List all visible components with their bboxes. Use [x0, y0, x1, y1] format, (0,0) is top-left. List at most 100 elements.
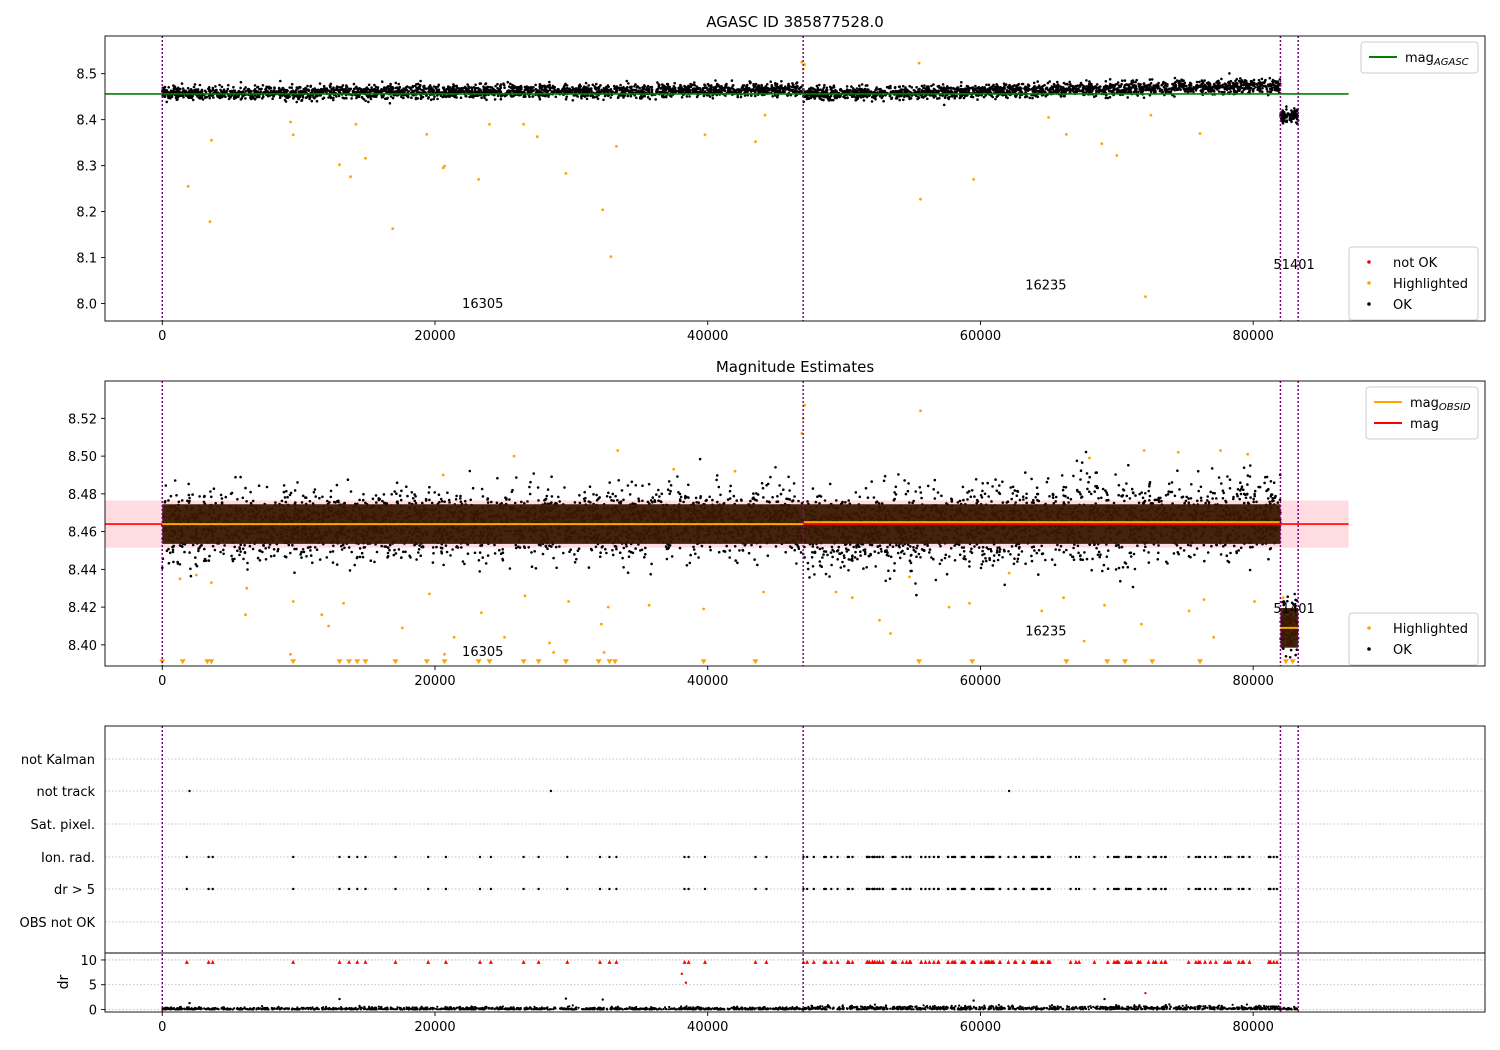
- ok-point: [192, 85, 196, 89]
- ok-point: [564, 97, 568, 101]
- ok-point: [253, 84, 257, 87]
- ok-point: [245, 500, 248, 503]
- ok-point: [256, 85, 260, 89]
- ok-point: [537, 499, 540, 502]
- ok-point: [1148, 88, 1151, 92]
- ok-point: [509, 82, 512, 86]
- ok-point: [312, 96, 315, 99]
- ok-point: [1254, 86, 1257, 89]
- ok-point: [952, 87, 955, 90]
- ok-point: [929, 90, 932, 93]
- ok-point: [329, 85, 332, 89]
- ok-point: [550, 90, 554, 93]
- ok-point: [922, 86, 925, 90]
- ok-point: [746, 87, 749, 90]
- ok-point: [765, 86, 769, 90]
- ok-point: [703, 83, 706, 86]
- ok-point: [881, 94, 885, 98]
- ok-point: [1092, 86, 1095, 89]
- ok-point: [639, 96, 642, 99]
- ok-point: [1026, 83, 1030, 86]
- ok-point: [1142, 82, 1146, 85]
- ok-point: [1056, 80, 1059, 84]
- ok-point: [762, 496, 765, 499]
- ok-point: [823, 83, 826, 87]
- ok-point: [1252, 78, 1256, 82]
- ok-point: [1257, 88, 1260, 91]
- ok-point: [558, 500, 561, 503]
- ok-point: [453, 90, 456, 93]
- ok-point: [258, 87, 261, 91]
- ok-point: [942, 87, 945, 90]
- ok-point: [418, 84, 422, 88]
- ok-point: [1065, 82, 1069, 86]
- ok-point: [341, 84, 345, 87]
- ok-point: [486, 85, 489, 89]
- ok-point: [184, 94, 188, 97]
- ok-point: [602, 98, 605, 102]
- ok-point: [499, 83, 503, 86]
- ok-point: [1115, 82, 1119, 86]
- ok-point: [1049, 87, 1052, 91]
- ok-point: [730, 79, 734, 82]
- ok-point: [1020, 87, 1023, 90]
- ok-point: [701, 87, 705, 91]
- ok-point: [1104, 85, 1108, 88]
- ok-point: [301, 96, 305, 99]
- ok-point: [971, 95, 975, 99]
- ok-point: [311, 88, 315, 91]
- ok-point: [391, 96, 395, 100]
- ok-point: [590, 87, 593, 90]
- ok-point: [262, 95, 265, 98]
- ok-point: [1286, 113, 1290, 116]
- ok-point: [1232, 88, 1236, 91]
- highlighted-point: [289, 120, 292, 124]
- ok-point: [453, 84, 456, 88]
- ok-point: [432, 89, 435, 92]
- ok-point: [778, 88, 782, 91]
- ok-point: [749, 88, 752, 92]
- ok-point: [533, 550, 536, 553]
- ok-point: [936, 90, 939, 93]
- ok-point: [306, 95, 309, 99]
- ok-point: [295, 547, 298, 551]
- ok-point: [1126, 96, 1129, 99]
- ok-point: [571, 99, 575, 102]
- ok-point: [962, 96, 966, 100]
- ok-point: [340, 85, 343, 89]
- ok-point: [369, 97, 373, 101]
- ok-point: [803, 95, 807, 99]
- ok-point: [1236, 85, 1239, 88]
- ok-point: [181, 87, 185, 90]
- ok-point: [1268, 90, 1272, 93]
- ok-point: [338, 86, 341, 89]
- ok-point: [332, 98, 335, 102]
- ok-point: [963, 87, 966, 91]
- ok-point: [776, 95, 779, 99]
- ok-point: [1142, 96, 1146, 99]
- highlighted-point: [1198, 132, 1202, 135]
- ok-point: [1274, 81, 1278, 85]
- ok-point: [327, 96, 330, 99]
- ok-point: [178, 87, 182, 91]
- ok-point: [816, 86, 820, 90]
- ok-point: [489, 89, 493, 92]
- ok-point: [501, 548, 505, 551]
- ok-point: [258, 95, 261, 99]
- ok-point: [795, 90, 799, 93]
- ok-point: [247, 88, 251, 91]
- ok-point: [1183, 82, 1186, 85]
- ok-point: [227, 97, 231, 101]
- ok-point: [228, 90, 232, 93]
- ok-point: [315, 99, 319, 103]
- ok-point: [981, 88, 985, 92]
- ok-point: [1200, 80, 1204, 83]
- ok-point: [318, 82, 322, 85]
- x-tick-label: 0: [158, 329, 166, 344]
- ok-point: [709, 87, 713, 90]
- ok-point: [556, 87, 560, 91]
- ok-point: [558, 90, 561, 93]
- ok-point: [428, 90, 431, 94]
- legend-label: not OK: [1393, 256, 1438, 271]
- ok-point: [322, 87, 326, 91]
